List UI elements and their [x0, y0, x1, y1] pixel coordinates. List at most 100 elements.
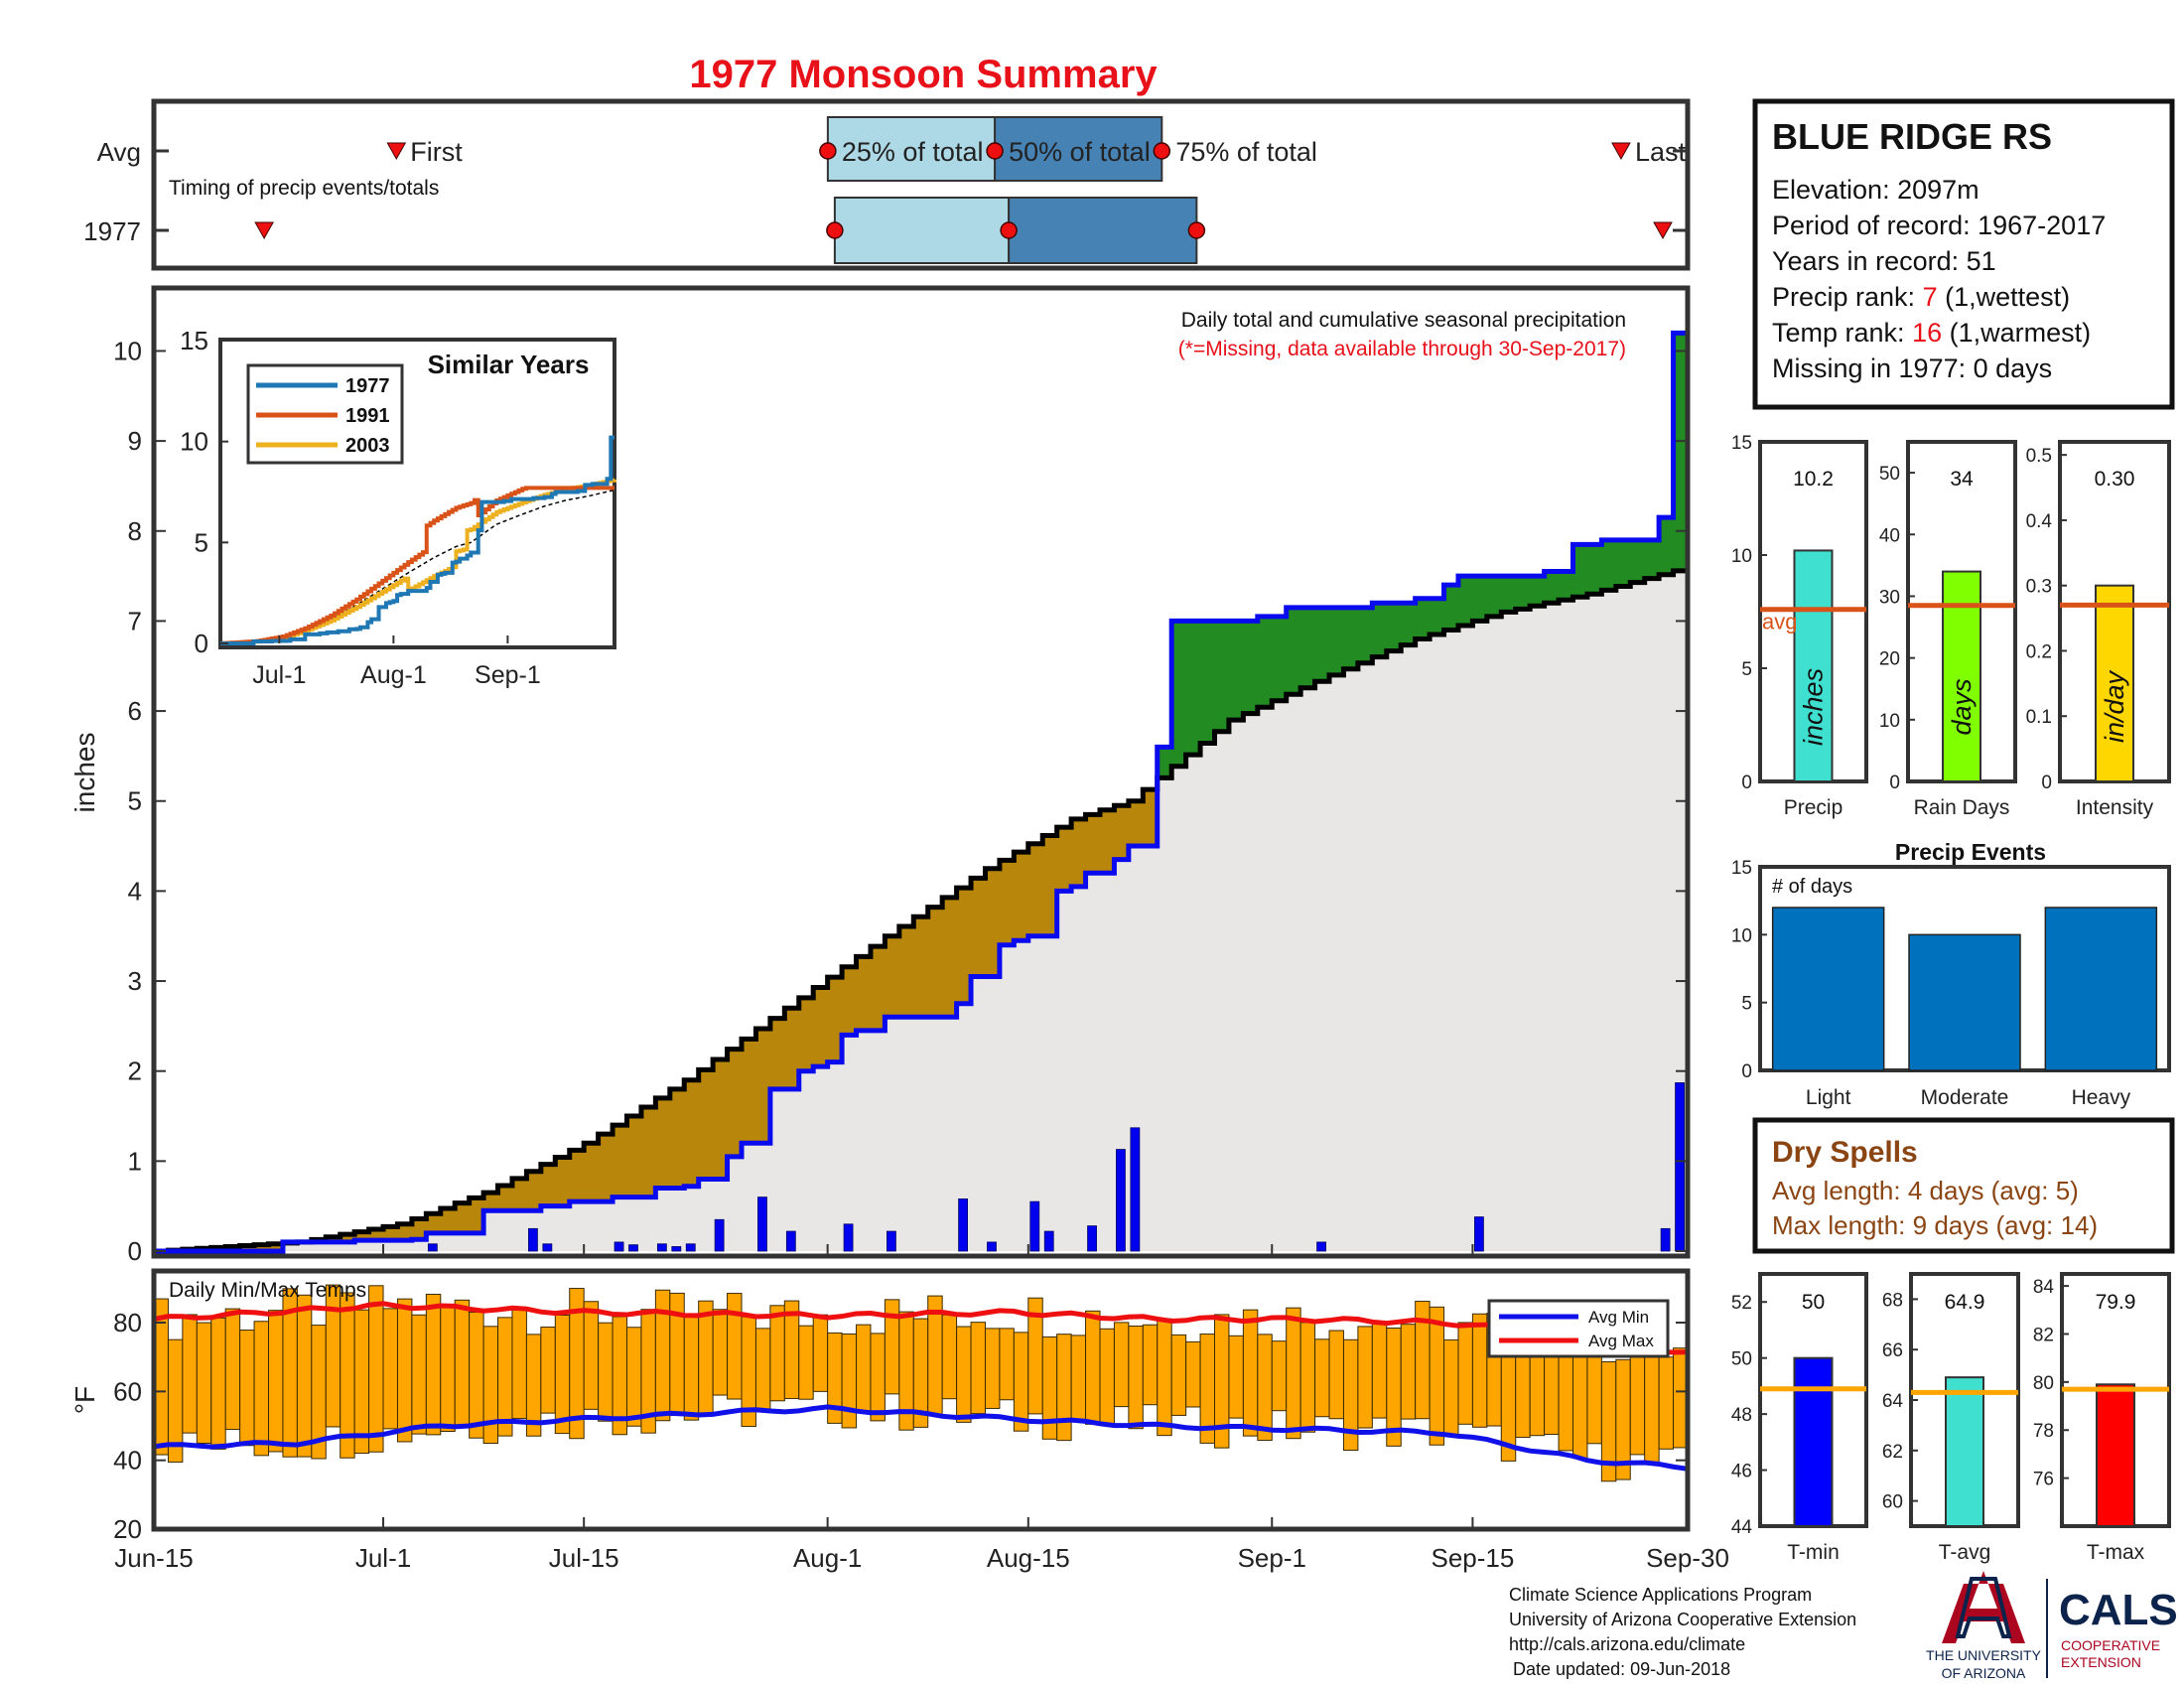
raindays-tick-label: 30: [1879, 587, 1900, 608]
daily-temp-bar: [1099, 1328, 1115, 1426]
deficit-step: [497, 1185, 513, 1211]
daily-precip-bar: [614, 1241, 624, 1252]
station-years: Years in record: 51: [1772, 246, 1996, 276]
main-y-tick-label: 6: [128, 696, 142, 726]
avg-max-temp-line: [153, 1301, 1689, 1355]
university-of-arizona-logo: THE UNIVERSITY OF ARIZONA: [1926, 1571, 2042, 1681]
deficit-step: [913, 916, 929, 1018]
deficit-step: [856, 956, 872, 1031]
deficit-step: [1085, 814, 1101, 874]
deficit-step: [254, 1244, 270, 1251]
daily-temp-bar: [941, 1314, 958, 1400]
intensity-unit-label: in/day: [2100, 669, 2129, 743]
daily-temp-bar: [1400, 1324, 1417, 1420]
timing-row-avg-label: Avg: [97, 137, 141, 167]
deficit-step: [1143, 789, 1159, 847]
inset-legend-label: 2003: [345, 435, 390, 457]
intensity-tick-label: 0: [2041, 773, 2052, 793]
main-y-tick-label: 4: [128, 876, 142, 906]
timing-1977-box-25-50: [833, 197, 1011, 264]
surplus-step: [1601, 539, 1617, 591]
main-y-tick-label: 10: [113, 336, 142, 365]
tavg-bar: [1945, 1376, 1984, 1528]
x-tick-label: Sep-30: [1646, 1543, 1729, 1573]
events-bar-heavy: [2044, 907, 2158, 1071]
tmin-bar: [1793, 1356, 1834, 1527]
deficit-step: [239, 1245, 255, 1251]
intensity-tick-label: 0.3: [2026, 577, 2052, 598]
main-y-tick-label: 1: [128, 1146, 142, 1176]
temp-y-axis-label: °F: [69, 1386, 100, 1414]
surplus-step: [1214, 621, 1230, 732]
events-sublabel: # of days: [1772, 876, 1852, 898]
inset-y-tick-label: 15: [180, 326, 208, 355]
daily-temp-bar: [540, 1327, 556, 1414]
surplus-step: [1501, 576, 1517, 613]
deficit-step: [368, 1228, 384, 1241]
intensity-tick-label: 0.2: [2026, 641, 2052, 662]
deficit-step: [354, 1231, 370, 1241]
daily-temp-bar: [1113, 1322, 1130, 1408]
daily-temp-bar: [396, 1298, 413, 1443]
temp-y-axis: 20 40 60 80: [113, 1308, 1688, 1544]
raindays-tick-label: 20: [1879, 649, 1900, 670]
surplus-step: [1559, 571, 1574, 601]
deficit-step: [784, 1008, 800, 1089]
surplus-step: [1386, 603, 1402, 651]
inset-y-tick-label: 10: [180, 427, 208, 457]
surplus-step: [1185, 621, 1201, 756]
inset-x-tick-label: Sep-1: [475, 661, 541, 689]
timing-1977-q25-marker: [826, 221, 844, 239]
deficit-step: [469, 1197, 484, 1233]
surplus-step: [1343, 607, 1359, 669]
daily-precip-bar: [1474, 1216, 1484, 1252]
deficit-step: [842, 966, 858, 1036]
daily-temp-bar: [856, 1324, 872, 1412]
events-category-label: Moderate: [1921, 1086, 2009, 1109]
daily-temp-bar: [268, 1310, 284, 1453]
daily-temp-bar: [239, 1330, 255, 1447]
inset-legend-label: 1991: [345, 405, 390, 427]
x-tick-label: Jun-15: [114, 1543, 194, 1573]
precip-events-chart: Precip Events # of days Light Moderate Heav…: [1731, 839, 2171, 1109]
surplus-step: [1257, 616, 1273, 708]
main-y-tick-label: 7: [128, 606, 142, 635]
deficit-step: [540, 1164, 556, 1206]
deficit-step: [383, 1226, 399, 1241]
tmax-title: T-max: [2087, 1541, 2145, 1564]
x-tick-label: Sep-15: [1431, 1543, 1514, 1573]
temp-legend-max-label: Avg Max: [1588, 1332, 1654, 1350]
footer-program: Climate Science Applications Program: [1509, 1585, 1812, 1605]
surplus-step: [1314, 607, 1330, 682]
cals-logo: CALS COOPERATIVE EXTENSION: [2059, 1586, 2178, 1670]
precip-title: Precip: [1784, 796, 1843, 819]
deficit-step: [483, 1193, 499, 1211]
tmin-tick-label: 48: [1731, 1405, 1752, 1426]
daily-temp-bar: [870, 1333, 886, 1422]
daily-precip-bar: [542, 1243, 553, 1252]
daily-precip-bar: [671, 1246, 682, 1252]
tmax-tick-label: 76: [2033, 1470, 2054, 1490]
surplus-step: [1357, 607, 1373, 663]
tmin-title: T-min: [1787, 1541, 1840, 1564]
deficit-step: [1027, 843, 1043, 936]
daily-temp-bar: [999, 1328, 1015, 1401]
timing-1977-q75-marker: [1187, 221, 1206, 239]
raindays-tick-label: 10: [1879, 711, 1900, 732]
station-missing: Missing in 1977: 0 days: [1772, 353, 2052, 383]
similar-years-inset: Similar Years 1977 1991 2003 0 5 10 15 Jul-1 Au…: [180, 326, 616, 689]
cals-coop-line2: EXTENSION: [2061, 1654, 2141, 1670]
daily-precip-bar: [1116, 1149, 1126, 1252]
deficit-step: [927, 907, 943, 1018]
deficit-step: [698, 1069, 714, 1180]
tmax-tick-label: 82: [2033, 1325, 2054, 1345]
temp-caption: Daily Min/Max Temps: [169, 1279, 366, 1302]
timing-avg-box-50-75: [994, 116, 1163, 182]
main-note-line1: Daily total and cumulative seasonal prec…: [1181, 309, 1626, 332]
dry-spells-box: Dry Spells Avg length: 4 days (avg: 5) M…: [1752, 1117, 2175, 1254]
cals-wordmark: CALS: [2059, 1586, 2178, 1634]
deficit-step: [742, 1039, 757, 1144]
temp-legend-min-label: Avg Min: [1588, 1308, 1649, 1327]
raindays-tick-label: 50: [1879, 464, 1900, 485]
